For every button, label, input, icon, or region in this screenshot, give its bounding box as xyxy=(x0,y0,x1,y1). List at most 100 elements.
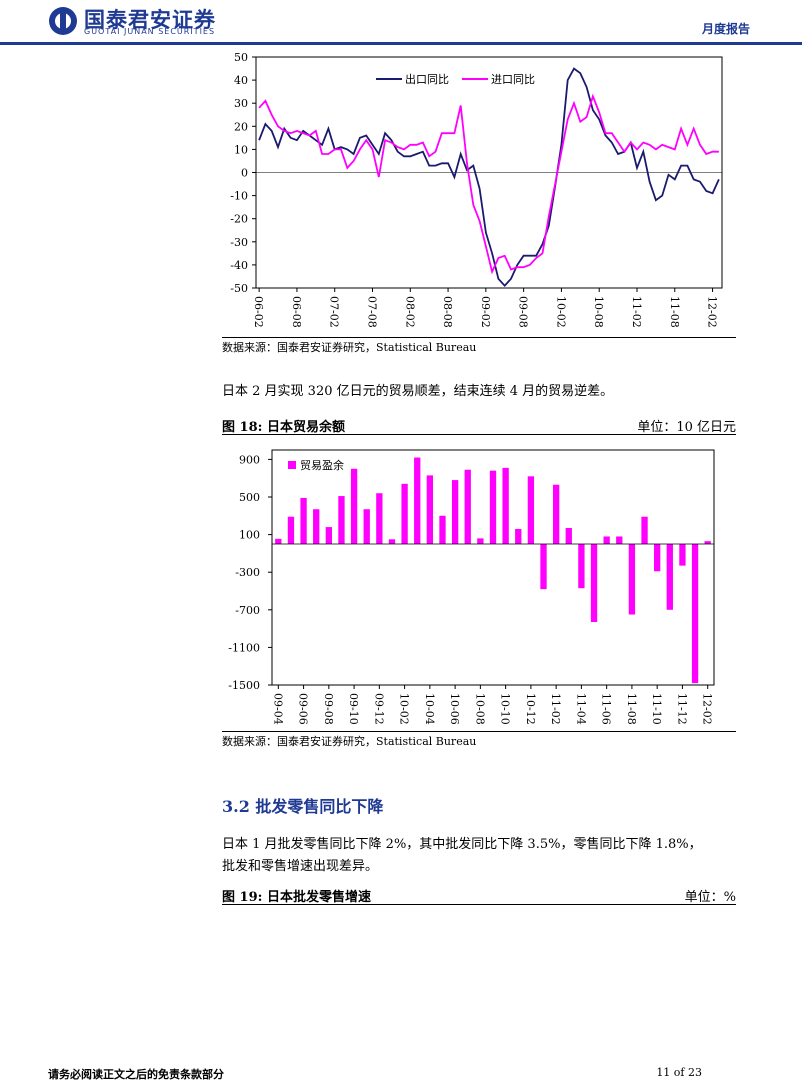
chart2-bar xyxy=(641,516,648,544)
paragraph-retail-line2: 批发和零售增速出现差异。 xyxy=(222,859,379,874)
figure18-top-rule xyxy=(222,434,736,435)
chart1-x-tick-label: 06-02 xyxy=(252,296,265,328)
chart1-x-tick-label: 09-08 xyxy=(517,296,530,328)
chart2-bar xyxy=(439,515,446,544)
chart1-y-tick-label: -20 xyxy=(230,213,248,226)
chart2-y-tick-label: -1500 xyxy=(228,679,260,692)
chart1-x-tick-label: 06-08 xyxy=(290,296,303,328)
chart2-x-tick-label: 11-12 xyxy=(675,693,688,725)
chart2-x-tick-label: 11-06 xyxy=(600,693,613,725)
figure19-title: 图 19: 日本批发零售增速 xyxy=(222,890,371,905)
chart2-bar xyxy=(628,544,636,615)
chart2-x-tick-label: 11-08 xyxy=(625,693,638,725)
chart1-x-tick-label: 09-02 xyxy=(479,296,492,328)
chart2-bar xyxy=(376,493,383,544)
chart2-legend-label: 贸易盈余 xyxy=(300,458,344,472)
chart2-x-tick-label: 09-10 xyxy=(347,693,360,725)
chart1-y-tick-label: 0 xyxy=(241,167,248,180)
chart1-x-tick-label: 10-08 xyxy=(592,296,605,328)
chart2-x-tick-label: 10-02 xyxy=(398,693,411,725)
report-type: 月度报告 xyxy=(701,22,750,36)
brand-name-en: GUOTAI JUNAN SECURITIES xyxy=(84,27,216,36)
chart2-bar xyxy=(527,476,535,544)
chart2-bar xyxy=(388,539,396,544)
footer-disclaimer: 请务必阅读正文之后的免责条款部分 xyxy=(48,1068,224,1081)
chart2-bar xyxy=(590,544,598,623)
chart1-x-tick-label: 07-02 xyxy=(328,296,341,328)
chart1-legend-label-2: 进口同比 xyxy=(491,73,535,86)
chart2-x-tick-label: 10-10 xyxy=(499,693,512,725)
section-heading: 3.2 批发零售同比下降 xyxy=(222,797,384,816)
chart2-y-tick-label: -700 xyxy=(235,604,260,617)
chart1-y-tick-label: -50 xyxy=(230,282,248,295)
page-number: 11 of 23 xyxy=(656,1066,702,1079)
chart1-source: 数据来源：国泰君安证券研究，Statistical Bureau xyxy=(222,341,477,354)
chart2-bar xyxy=(275,538,282,544)
chart2-bar xyxy=(325,527,332,544)
figure18-title: 图 18: 日本贸易余额 xyxy=(222,420,345,435)
chart2-x-tick-label: 09-04 xyxy=(271,693,284,725)
chart1-y-tick-label: -40 xyxy=(230,259,248,272)
chart2-bar xyxy=(679,544,686,566)
chart2-bar xyxy=(464,469,471,544)
figure19-top-rule xyxy=(222,904,736,905)
chart2-x-tick-label: 10-06 xyxy=(448,693,461,725)
chart2-bar xyxy=(540,544,547,590)
chart2-bar xyxy=(477,538,484,544)
chart2-bar xyxy=(401,483,408,544)
brand-name-cn: 国泰君安证券 xyxy=(84,8,216,32)
chart1-x-tick-label: 12-02 xyxy=(706,296,719,328)
chart2-bar xyxy=(300,497,307,544)
chart1-x-tick-label: 07-08 xyxy=(366,296,379,328)
chart2-x-tick-label: 10-04 xyxy=(423,693,436,725)
chart2-x-tick-label: 09-06 xyxy=(297,693,310,725)
chart2-plot-frame xyxy=(271,449,715,686)
chart2-bar xyxy=(489,470,497,544)
chart2-y-tick-label: 100 xyxy=(239,529,260,542)
chart2-y-tick-label: 500 xyxy=(239,491,260,504)
chart1-y-tick-label: 50 xyxy=(234,51,248,64)
chart1-y-tick-label: -10 xyxy=(230,190,248,203)
chart1-y-tick-label: 40 xyxy=(234,74,248,87)
chart2-bar xyxy=(515,528,522,544)
chart1-x-tick-label: 08-02 xyxy=(403,296,416,328)
chart2-bar xyxy=(578,544,585,589)
chart2-bar xyxy=(654,544,661,572)
chart1-x-tick-label: 11-08 xyxy=(668,296,681,328)
chart2-bar xyxy=(451,480,459,544)
chart2-x-tick-label: 11-10 xyxy=(650,693,663,725)
chart2-x-tick-label: 11-04 xyxy=(574,693,587,725)
chart2-bar xyxy=(414,457,421,544)
chart2-bar xyxy=(287,516,295,544)
chart1-bottom-rule xyxy=(222,337,736,338)
trade-balance-chart: 900 500 100 -300 -700 -1100 -1500 09-04 09-06 09-… xyxy=(228,449,715,725)
chart2-bar xyxy=(552,484,560,544)
paragraph-retail-line1: 日本 1 月批发零售同比下降 2%，其中批发同比下降 3.5%，零售同比下降 1… xyxy=(222,837,702,852)
chart2-x-tick-label: 09-12 xyxy=(372,693,385,725)
chart2-bottom-rule xyxy=(222,731,736,732)
chart2-x-tick-label: 12-02 xyxy=(701,693,714,725)
export-import-chart: 50 40 30 20 10 0 -10 -20 -30 -40 -50 06-02 06-08 07-0… xyxy=(230,51,723,328)
chart2-y-tick-label: -1100 xyxy=(228,641,260,654)
chart1-series-line-2 xyxy=(258,93,719,275)
chart2-bar xyxy=(426,475,434,544)
chart2-bar xyxy=(691,544,699,684)
figure18-unit: 单位：10 亿日元 xyxy=(637,420,736,435)
chart1-y-tick-label: -30 xyxy=(230,236,248,249)
chart2-bar xyxy=(350,468,358,544)
brand-logo-icon xyxy=(49,7,77,35)
chart1-x-tick-label: 11-02 xyxy=(630,296,643,328)
chart2-bar xyxy=(616,536,623,544)
figure19-unit: 单位：% xyxy=(684,890,736,905)
chart2-bar xyxy=(502,467,509,544)
chart1-y-tick-label: 30 xyxy=(234,97,248,110)
chart2-x-tick-label: 10-12 xyxy=(524,693,537,725)
chart2-bar xyxy=(338,496,345,544)
chart2-bar xyxy=(565,528,572,544)
chart2-x-tick-label: 11-02 xyxy=(549,693,562,725)
chart2-bar xyxy=(704,541,711,544)
chart1-y-tick-label: 10 xyxy=(234,143,248,156)
chart1-legend-label-1: 出口同比 xyxy=(405,72,449,86)
header-divider xyxy=(0,42,802,45)
chart2-y-tick-label: -300 xyxy=(235,566,260,579)
